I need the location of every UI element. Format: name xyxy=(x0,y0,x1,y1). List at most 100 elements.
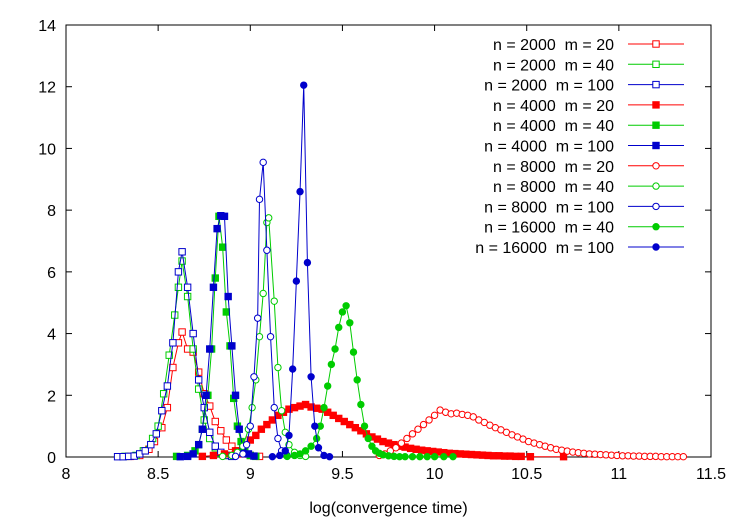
data-point xyxy=(276,451,284,460)
data-point xyxy=(311,422,319,430)
data-point xyxy=(300,81,308,89)
data-point xyxy=(559,452,568,461)
legend-marker xyxy=(652,60,660,68)
legend-entry: n = 2000 m = 20 xyxy=(493,37,684,54)
x-tick-label: 8.5 xyxy=(147,466,169,483)
data-point xyxy=(224,292,232,301)
data-point xyxy=(194,440,203,449)
data-point xyxy=(178,328,186,336)
data-point xyxy=(265,214,273,222)
legend-label: n = 16000 m = 40 xyxy=(484,220,614,237)
legend-marker xyxy=(652,121,660,129)
series-10 xyxy=(268,81,334,461)
data-point xyxy=(430,411,439,420)
legend-label: n = 4000 m = 40 xyxy=(493,118,614,135)
data-point xyxy=(416,452,424,461)
x-tick-label: 8 xyxy=(62,466,71,483)
data-point xyxy=(526,452,535,461)
data-point xyxy=(255,332,264,341)
x-tick-label: 9.5 xyxy=(331,466,353,483)
data-point xyxy=(401,452,409,461)
data-point xyxy=(331,345,339,353)
data-point xyxy=(296,450,304,458)
data-point xyxy=(338,308,347,316)
data-point xyxy=(209,283,218,291)
data-point xyxy=(178,248,186,256)
x-tick-label: 10 xyxy=(426,466,444,483)
legend-entry: n = 16000 m = 40 xyxy=(484,220,684,237)
data-point xyxy=(517,452,525,461)
legend-entry: n = 4000 m = 20 xyxy=(493,98,684,115)
data-point xyxy=(346,319,354,327)
legend-entry: n = 8000 m = 40 xyxy=(493,179,684,196)
legend-marker xyxy=(652,80,660,89)
data-point xyxy=(253,314,262,322)
data-point xyxy=(147,440,155,449)
y-tick-label: 4 xyxy=(47,327,56,344)
data-point xyxy=(419,420,428,429)
data-point xyxy=(274,363,282,372)
data-point xyxy=(408,430,417,438)
data-point xyxy=(250,373,258,381)
data-point xyxy=(189,329,197,338)
data-point xyxy=(342,302,350,310)
data-point xyxy=(259,289,267,298)
data-point xyxy=(360,422,369,430)
series-2 xyxy=(113,248,236,461)
data-point xyxy=(357,400,365,409)
data-point xyxy=(174,268,183,276)
data-point xyxy=(679,452,688,461)
data-point xyxy=(263,246,271,254)
data-point xyxy=(235,425,243,433)
y-tick-label: 8 xyxy=(47,203,56,220)
data-point xyxy=(231,391,240,399)
x-tick-label: 11 xyxy=(611,466,628,483)
data-point xyxy=(270,403,278,412)
legend-entry: n = 2000 m = 40 xyxy=(493,57,684,74)
data-point xyxy=(218,243,227,251)
data-point xyxy=(292,277,301,285)
data-point xyxy=(252,431,260,440)
series-9 xyxy=(283,302,457,461)
legend-marker xyxy=(652,141,660,150)
data-point xyxy=(158,407,166,415)
data-point xyxy=(353,376,361,384)
data-point xyxy=(335,323,343,332)
legend-label: n = 2000 m = 40 xyxy=(493,57,614,74)
data-point xyxy=(246,422,254,430)
data-point xyxy=(211,442,219,450)
data-point xyxy=(239,450,247,458)
series-layer xyxy=(113,81,688,461)
data-point xyxy=(198,452,207,461)
data-point xyxy=(349,348,358,356)
y-tick-label: 2 xyxy=(47,388,56,405)
data-point xyxy=(194,368,203,376)
data-point xyxy=(408,452,417,461)
data-point xyxy=(152,430,161,438)
data-point xyxy=(307,373,315,381)
data-point xyxy=(211,274,219,282)
legend-label: n = 2000 m = 100 xyxy=(484,78,614,95)
legend-label: n = 2000 m = 20 xyxy=(493,37,614,54)
data-point xyxy=(301,447,310,455)
legend-entry: n = 4000 m = 100 xyxy=(484,139,684,156)
data-point xyxy=(169,339,177,347)
data-point xyxy=(288,365,297,373)
legend-marker xyxy=(652,162,660,170)
data-point xyxy=(231,452,240,461)
data-point xyxy=(397,439,406,447)
data-point xyxy=(189,450,197,458)
data-point xyxy=(211,417,219,426)
legend-entry: n = 4000 m = 40 xyxy=(493,118,684,135)
data-point xyxy=(320,403,328,412)
data-point xyxy=(169,363,177,372)
data-point xyxy=(430,452,439,461)
legend-label: n = 4000 m = 20 xyxy=(493,98,614,115)
data-point xyxy=(285,431,293,440)
data-point xyxy=(174,283,183,291)
axis-ticks: 8 8.5 9 9.5 10 10.5 11 11.5 0 2 4 6 8 10 12 14 xyxy=(38,18,726,483)
data-point xyxy=(183,292,192,301)
series-6 xyxy=(375,406,688,461)
data-point xyxy=(222,308,231,316)
